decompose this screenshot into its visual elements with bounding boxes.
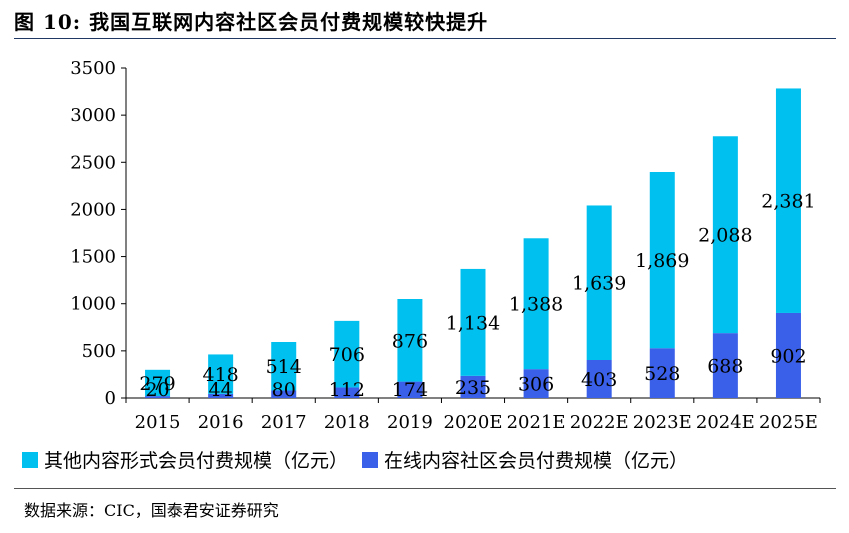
bar-other <box>397 299 423 382</box>
x-tick-label: 2016 <box>198 412 244 433</box>
data-label-online: 528 <box>644 363 680 385</box>
x-tick-label: 2020E <box>444 412 503 433</box>
data-label-online: 112 <box>329 379 365 401</box>
y-tick-label: 3000 <box>70 105 116 126</box>
bar-other <box>271 341 297 391</box>
data-label-other: 706 <box>329 344 365 366</box>
x-tick-label: 2022E <box>570 412 629 433</box>
data-label-online: 174 <box>392 379 428 401</box>
bar-other <box>145 369 171 397</box>
data-label-online: 688 <box>707 356 743 378</box>
x-tick-label: 2017 <box>261 412 307 433</box>
bar-online <box>523 369 549 398</box>
x-tick-label: 2023E <box>633 412 692 433</box>
data-label-online: 80 <box>272 379 296 401</box>
y-tick-label: 2500 <box>70 152 116 173</box>
x-axis: 2015 2016 2017 2018 2019 2020E 2021E 2022E 2023E… <box>125 397 821 433</box>
source-rule <box>14 488 836 489</box>
bar-other <box>775 88 801 313</box>
y-tick-label: 1000 <box>70 294 116 315</box>
bar-online <box>145 396 171 398</box>
bar-online <box>775 312 801 398</box>
bar-other <box>460 268 486 376</box>
data-label-other: 1,639 <box>572 273 626 295</box>
bar-other <box>523 238 549 370</box>
legend-swatch-online <box>362 451 379 468</box>
data-label-other: 514 <box>266 356 302 378</box>
y-tick-label: 1500 <box>70 247 116 268</box>
data-label-other: 418 <box>203 364 239 386</box>
legend: 其他内容形式会员付费规模（亿元） 在线内容社区会员付费规模（亿元） <box>22 446 702 473</box>
source-note: 数据来源：CIC，国泰君安证券研究 <box>24 501 279 520</box>
data-label-other: 1,134 <box>446 312 500 334</box>
x-tick-label: 2018 <box>324 412 370 433</box>
data-label-online: 403 <box>581 369 617 391</box>
legend-item-online: 在线内容社区会员付费规模（亿元） <box>362 446 688 473</box>
bar-online <box>460 375 486 398</box>
bar-other <box>586 205 612 361</box>
y-tick-label: 3500 <box>70 58 116 79</box>
x-tick-label: 2024E <box>696 412 755 433</box>
data-label-online: 235 <box>455 377 491 399</box>
bars <box>145 88 801 398</box>
bar-online <box>271 390 297 398</box>
data-label-other: 2,088 <box>698 225 752 247</box>
legend-label-online: 在线内容社区会员付费规模（亿元） <box>384 450 689 472</box>
data-label-online: 306 <box>518 374 554 396</box>
bar-online <box>397 381 423 398</box>
title-rule <box>14 38 836 39</box>
y-axis: 0 500 1000 1500 2000 2500 3000 3500 <box>70 58 127 409</box>
data-label-online: 44 <box>209 379 233 401</box>
bar-other <box>649 171 675 349</box>
data-label-other: 279 <box>139 373 175 395</box>
data-label-online: 902 <box>770 345 806 367</box>
bar-online <box>649 348 675 398</box>
y-tick-label: 0 <box>105 388 116 409</box>
legend-item-other: 其他内容形式会员付费规模（亿元） <box>22 446 348 473</box>
x-tick-label: 2015 <box>135 412 181 433</box>
data-label-other: 2,381 <box>761 191 815 213</box>
legend-label-other: 其他内容形式会员付费规模（亿元） <box>44 450 349 472</box>
legend-swatch-other <box>22 451 38 468</box>
x-tick-label: 2021E <box>507 412 566 433</box>
x-tick-label: 2025E <box>759 412 818 433</box>
x-tick-label: 2019 <box>387 412 433 433</box>
y-tick-label: 500 <box>82 341 116 362</box>
bar-online <box>712 333 738 398</box>
bar-online <box>334 387 360 398</box>
data-label-online: 20 <box>145 379 169 401</box>
data-label-other: 1,388 <box>509 294 563 316</box>
bar-online <box>586 360 612 398</box>
figure-title: 图 10: 我国互联网内容社区会员付费规模较快提升 <box>14 10 489 34</box>
bar-online <box>208 393 234 398</box>
bar-other <box>208 354 234 394</box>
bar-other <box>334 320 360 388</box>
data-label-other: 1,869 <box>635 250 689 272</box>
bar-other <box>712 136 738 334</box>
y-tick-label: 2000 <box>70 199 116 220</box>
data-label-other: 876 <box>392 330 428 352</box>
